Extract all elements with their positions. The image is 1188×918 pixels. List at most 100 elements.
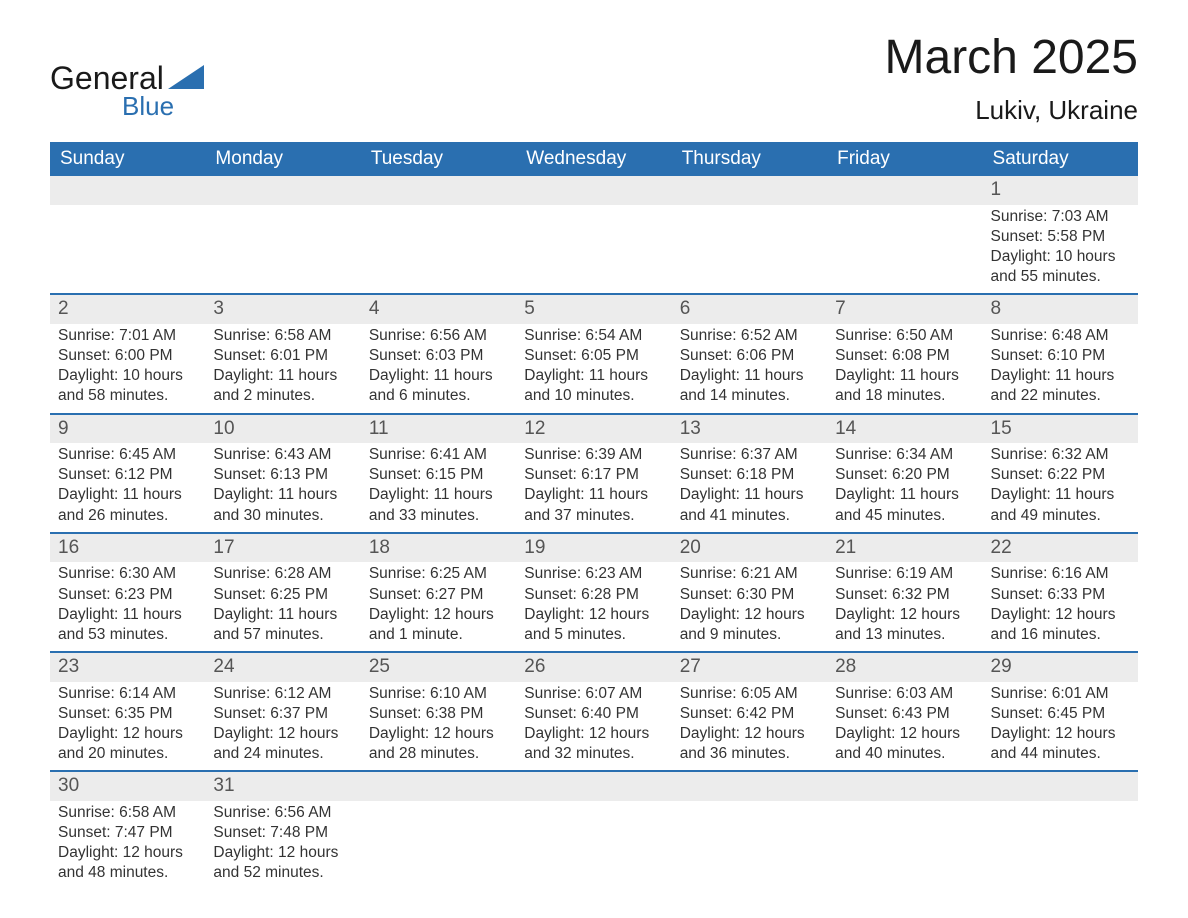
day-cell-data: . [983, 801, 1138, 890]
sunset-line: Sunset: 6:25 PM [213, 585, 352, 605]
daylight-line-1: Daylight: 11 hours [680, 366, 819, 386]
day-cell-data: . [361, 801, 516, 890]
daylight-line-1: Daylight: 11 hours [369, 485, 508, 505]
sunset-line: Sunset: 6:03 PM [369, 346, 508, 366]
day-cell-num: . [361, 176, 516, 205]
daydata-row: Sunrise: 6:30 AMSunset: 6:23 PMDaylight:… [50, 562, 1138, 652]
day-cell-data: Sunrise: 6:41 AMSunset: 6:15 PMDaylight:… [361, 443, 516, 533]
sunset-line: Sunset: 7:48 PM [213, 823, 352, 843]
day-cell-num: . [205, 176, 360, 205]
day-number: 22 [983, 534, 1138, 563]
day-cell-data: Sunrise: 6:58 AMSunset: 7:47 PMDaylight:… [50, 801, 205, 890]
sunrise-line: Sunrise: 6:54 AM [524, 326, 663, 346]
sunset-line: Sunset: 6:23 PM [58, 585, 197, 605]
daylight-line-2: and 2 minutes. [213, 386, 352, 406]
day-cell-num: . [516, 176, 671, 205]
day-details: Sunrise: 6:58 AMSunset: 7:47 PMDaylight:… [50, 801, 205, 890]
day-details: Sunrise: 6:43 AMSunset: 6:13 PMDaylight:… [205, 443, 360, 532]
day-number: 19 [516, 534, 671, 563]
sunset-line: Sunset: 6:37 PM [213, 704, 352, 724]
day-cell-data: Sunrise: 6:37 AMSunset: 6:18 PMDaylight:… [672, 443, 827, 533]
weekday-tue: Tuesday [361, 142, 516, 176]
day-cell-data: Sunrise: 6:21 AMSunset: 6:30 PMDaylight:… [672, 562, 827, 652]
sunset-line: Sunset: 6:38 PM [369, 704, 508, 724]
daylight-line-1: Daylight: 11 hours [524, 485, 663, 505]
day-cell-data: Sunrise: 6:39 AMSunset: 6:17 PMDaylight:… [516, 443, 671, 533]
daylight-line-2: and 16 minutes. [991, 625, 1130, 645]
day-cell-num: . [361, 771, 516, 801]
header: General Blue March 2025 Lukiv, Ukraine [50, 30, 1138, 126]
day-details: Sunrise: 7:01 AMSunset: 6:00 PMDaylight:… [50, 324, 205, 413]
daylight-line-1: Daylight: 11 hours [835, 366, 974, 386]
daylight-line-1: Daylight: 10 hours [991, 247, 1130, 267]
daylight-line-1: Daylight: 11 hours [991, 366, 1130, 386]
day-cell-data: Sunrise: 6:45 AMSunset: 6:12 PMDaylight:… [50, 443, 205, 533]
daylight-line-1: Daylight: 11 hours [524, 366, 663, 386]
sunrise-line: Sunrise: 6:01 AM [991, 684, 1130, 704]
sunrise-line: Sunrise: 6:03 AM [835, 684, 974, 704]
daylight-line-1: Daylight: 12 hours [835, 724, 974, 744]
daylight-line-1: Daylight: 12 hours [991, 605, 1130, 625]
day-cell-num: 10 [205, 414, 360, 444]
day-number: 11 [361, 415, 516, 444]
sunrise-line: Sunrise: 7:03 AM [991, 207, 1130, 227]
logo: General Blue [50, 30, 204, 122]
sunset-line: Sunset: 5:58 PM [991, 227, 1130, 247]
day-details: Sunrise: 6:25 AMSunset: 6:27 PMDaylight:… [361, 562, 516, 651]
day-cell-data: Sunrise: 6:56 AMSunset: 6:03 PMDaylight:… [361, 324, 516, 414]
daylight-line-2: and 58 minutes. [58, 386, 197, 406]
daylight-line-2: and 55 minutes. [991, 267, 1130, 287]
sunset-line: Sunset: 6:00 PM [58, 346, 197, 366]
day-details: Sunrise: 6:01 AMSunset: 6:45 PMDaylight:… [983, 682, 1138, 771]
daylight-line-1: Daylight: 11 hours [58, 605, 197, 625]
day-cell-data: Sunrise: 6:52 AMSunset: 6:06 PMDaylight:… [672, 324, 827, 414]
day-cell-num: 16 [50, 533, 205, 563]
weekday-wed: Wednesday [516, 142, 671, 176]
sunrise-line: Sunrise: 6:30 AM [58, 564, 197, 584]
day-cell-num: . [672, 771, 827, 801]
day-details: Sunrise: 6:19 AMSunset: 6:32 PMDaylight:… [827, 562, 982, 651]
daylight-line-2: and 14 minutes. [680, 386, 819, 406]
day-cell-data: Sunrise: 6:14 AMSunset: 6:35 PMDaylight:… [50, 682, 205, 772]
day-cell-num: . [827, 176, 982, 205]
day-number: 8 [983, 295, 1138, 324]
sunset-line: Sunset: 6:33 PM [991, 585, 1130, 605]
day-cell-num: 2 [50, 294, 205, 324]
daylight-line-2: and 9 minutes. [680, 625, 819, 645]
day-details: Sunrise: 6:54 AMSunset: 6:05 PMDaylight:… [516, 324, 671, 413]
day-details: Sunrise: 6:48 AMSunset: 6:10 PMDaylight:… [983, 324, 1138, 413]
day-cell-num: . [672, 176, 827, 205]
daylight-line-1: Daylight: 12 hours [524, 605, 663, 625]
daylight-line-2: and 57 minutes. [213, 625, 352, 645]
daylight-line-1: Daylight: 12 hours [835, 605, 974, 625]
daylight-line-1: Daylight: 12 hours [58, 724, 197, 744]
sunset-line: Sunset: 6:43 PM [835, 704, 974, 724]
daylight-line-1: Daylight: 10 hours [58, 366, 197, 386]
day-cell-data: Sunrise: 6:50 AMSunset: 6:08 PMDaylight:… [827, 324, 982, 414]
sunrise-line: Sunrise: 6:07 AM [524, 684, 663, 704]
sunrise-line: Sunrise: 6:34 AM [835, 445, 974, 465]
sunset-line: Sunset: 6:20 PM [835, 465, 974, 485]
day-details: Sunrise: 7:03 AMSunset: 5:58 PMDaylight:… [983, 205, 1138, 294]
daylight-line-2: and 52 minutes. [213, 863, 352, 883]
daynum-row: 16171819202122 [50, 533, 1138, 563]
weekday-mon: Monday [205, 142, 360, 176]
day-details: Sunrise: 6:50 AMSunset: 6:08 PMDaylight:… [827, 324, 982, 413]
day-number: 1 [983, 176, 1138, 205]
day-cell-num: 22 [983, 533, 1138, 563]
day-number: 7 [827, 295, 982, 324]
day-number: 10 [205, 415, 360, 444]
logo-triangle-icon [168, 65, 204, 89]
day-cell-data: Sunrise: 6:23 AMSunset: 6:28 PMDaylight:… [516, 562, 671, 652]
day-cell-data: . [516, 801, 671, 890]
daylight-line-2: and 45 minutes. [835, 506, 974, 526]
sunrise-line: Sunrise: 6:45 AM [58, 445, 197, 465]
day-cell-num: 29 [983, 652, 1138, 682]
day-cell-num: 23 [50, 652, 205, 682]
sunrise-line: Sunrise: 6:52 AM [680, 326, 819, 346]
day-cell-num: 14 [827, 414, 982, 444]
month-title: March 2025 [885, 30, 1138, 85]
daylight-line-2: and 37 minutes. [524, 506, 663, 526]
day-number: 5 [516, 295, 671, 324]
daylight-line-1: Daylight: 12 hours [213, 843, 352, 863]
